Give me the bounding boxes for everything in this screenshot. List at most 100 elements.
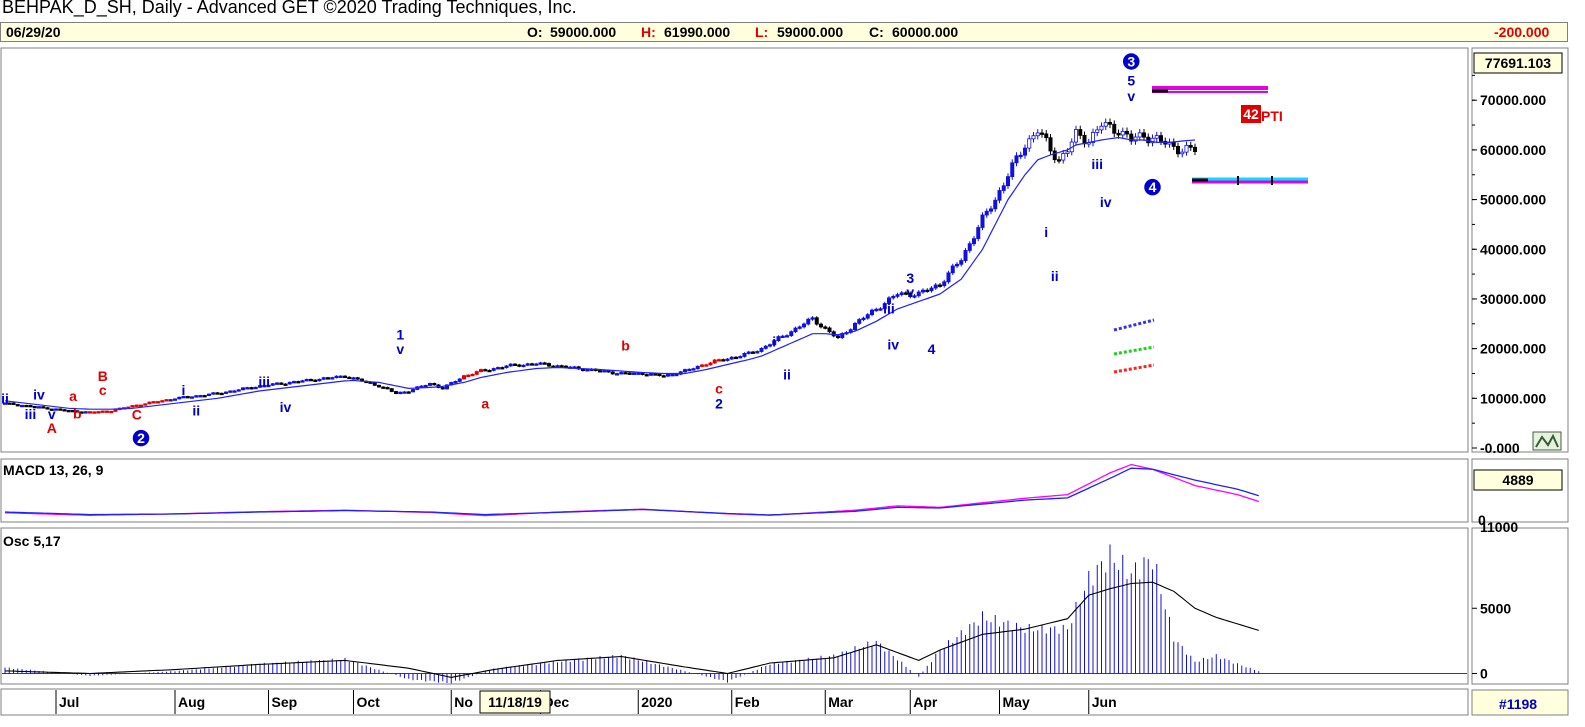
time-axis: Jul Aug Sep Oct No Dec 2020 Feb Mar Apr May Jun — [55, 690, 1117, 714]
macd-zero-tick: 0 — [1478, 512, 1486, 528]
price-tick-label: 10000.000 — [1480, 390, 1546, 406]
price-bar-body — [1129, 133, 1134, 142]
price-bar-body — [547, 363, 552, 367]
price-bar-body — [355, 377, 360, 380]
price-bar-body — [376, 384, 381, 388]
price-bar-body — [700, 364, 705, 367]
price-bar-body — [874, 308, 879, 312]
price-bar-body — [950, 265, 955, 274]
price-bar-body — [41, 406, 46, 409]
price-bar-body — [636, 372, 641, 375]
open-label: O: — [527, 24, 543, 40]
time-tick-label: Apr — [913, 694, 938, 710]
price-bar-body — [789, 331, 794, 337]
price-bar-body — [712, 359, 717, 364]
price-bar-body — [1044, 133, 1049, 139]
price-panel-frame — [0, 47, 1469, 453]
price-bar-body — [887, 297, 892, 304]
price-bar-body — [534, 363, 539, 366]
price-bar-body — [372, 382, 377, 386]
time-tick-label: Aug — [178, 694, 205, 710]
time-tick-label: Jun — [1092, 694, 1117, 710]
price-bar-body — [997, 190, 1002, 201]
price-bar-body — [704, 364, 709, 367]
wave-label: iv — [1100, 194, 1112, 210]
osc-tick-label: 0 — [1480, 665, 1488, 681]
price-bar-body — [440, 387, 445, 390]
price-bar-body — [206, 393, 211, 396]
price-bar-body — [708, 362, 713, 366]
time-tick-label: Oct — [357, 694, 381, 710]
projection-blue — [1113, 318, 1155, 332]
price-bar-body — [857, 319, 862, 324]
macd-value: 4889 — [1502, 472, 1533, 488]
price-bar-body — [984, 210, 989, 216]
wave-label: i — [182, 382, 186, 398]
price-bar-body — [15, 404, 20, 407]
price-bar-body — [274, 382, 279, 385]
price-bar-body — [1018, 154, 1023, 158]
price-bar-body — [194, 395, 199, 398]
price-bar-body — [1040, 132, 1045, 135]
time-axis-frame — [0, 688, 1469, 716]
price-bar-body — [751, 351, 756, 354]
wave-label: ii — [783, 366, 791, 382]
bull-bear-icon[interactable] — [1532, 431, 1562, 451]
price-bar-body — [691, 368, 696, 371]
price-bar-body — [853, 323, 858, 331]
price-bar-body — [517, 364, 522, 367]
price-bar-body — [11, 402, 16, 405]
price-bar-body — [1078, 129, 1083, 136]
price-bar-body — [674, 373, 679, 377]
price-tick-label: -0.000 — [1480, 440, 1520, 456]
price-bar-body — [240, 387, 245, 391]
price-bar-body — [814, 317, 819, 325]
price-bar-body — [198, 395, 203, 398]
price-bar-body — [211, 392, 216, 395]
wave-label: iii — [25, 406, 37, 422]
price-bar-body — [96, 411, 101, 414]
wave-label: v — [48, 406, 56, 422]
price-bar-body — [202, 395, 207, 398]
close-value: 60000.000 — [892, 24, 959, 40]
price-bar-body — [865, 314, 870, 319]
price-bar-body — [1142, 132, 1147, 138]
price-bar-body — [287, 381, 292, 385]
wave-label: ii — [192, 403, 200, 419]
low-label: L: — [755, 24, 769, 40]
price-bar-body — [615, 373, 620, 376]
price-bar-body — [810, 317, 815, 320]
price-bar-body — [657, 373, 662, 377]
wave-label: v — [396, 341, 404, 357]
price-bar-body — [619, 372, 624, 375]
price-bar-body — [666, 374, 671, 377]
price-bar-body — [640, 372, 645, 375]
price-bar-body — [168, 399, 173, 402]
price-bar-body — [1159, 135, 1164, 142]
cursor-date: 11/18/19 — [488, 694, 542, 710]
time-tick-label: Sep — [272, 694, 298, 710]
bar-count-box — [1471, 689, 1569, 716]
price-bar-body — [972, 238, 977, 245]
wave-label: 1 — [396, 327, 404, 343]
pti-value: 42 — [1243, 106, 1259, 122]
price-tick-label: 50000.000 — [1480, 192, 1546, 208]
time-tick-label: Mar — [828, 694, 853, 710]
price-bar-body — [683, 369, 688, 373]
projection-marks — [1113, 318, 1155, 374]
price-bar-body — [993, 199, 998, 210]
price-bar-body — [228, 390, 233, 393]
wave-label: 4 — [928, 341, 936, 357]
macd-value-box — [1473, 469, 1563, 491]
price-bar-body — [717, 359, 722, 362]
price-bar-body — [381, 386, 386, 389]
price-bar-body — [3, 402, 8, 405]
high-value: 61990.000 — [664, 24, 731, 40]
price-tick-label: 20000.000 — [1480, 341, 1546, 357]
price-bar-body — [780, 335, 785, 339]
price-tick-label: 30000.000 — [1480, 291, 1546, 307]
price-bar-body — [58, 408, 63, 411]
wave-label: ii — [1, 390, 9, 406]
wave-label: v — [906, 284, 914, 300]
